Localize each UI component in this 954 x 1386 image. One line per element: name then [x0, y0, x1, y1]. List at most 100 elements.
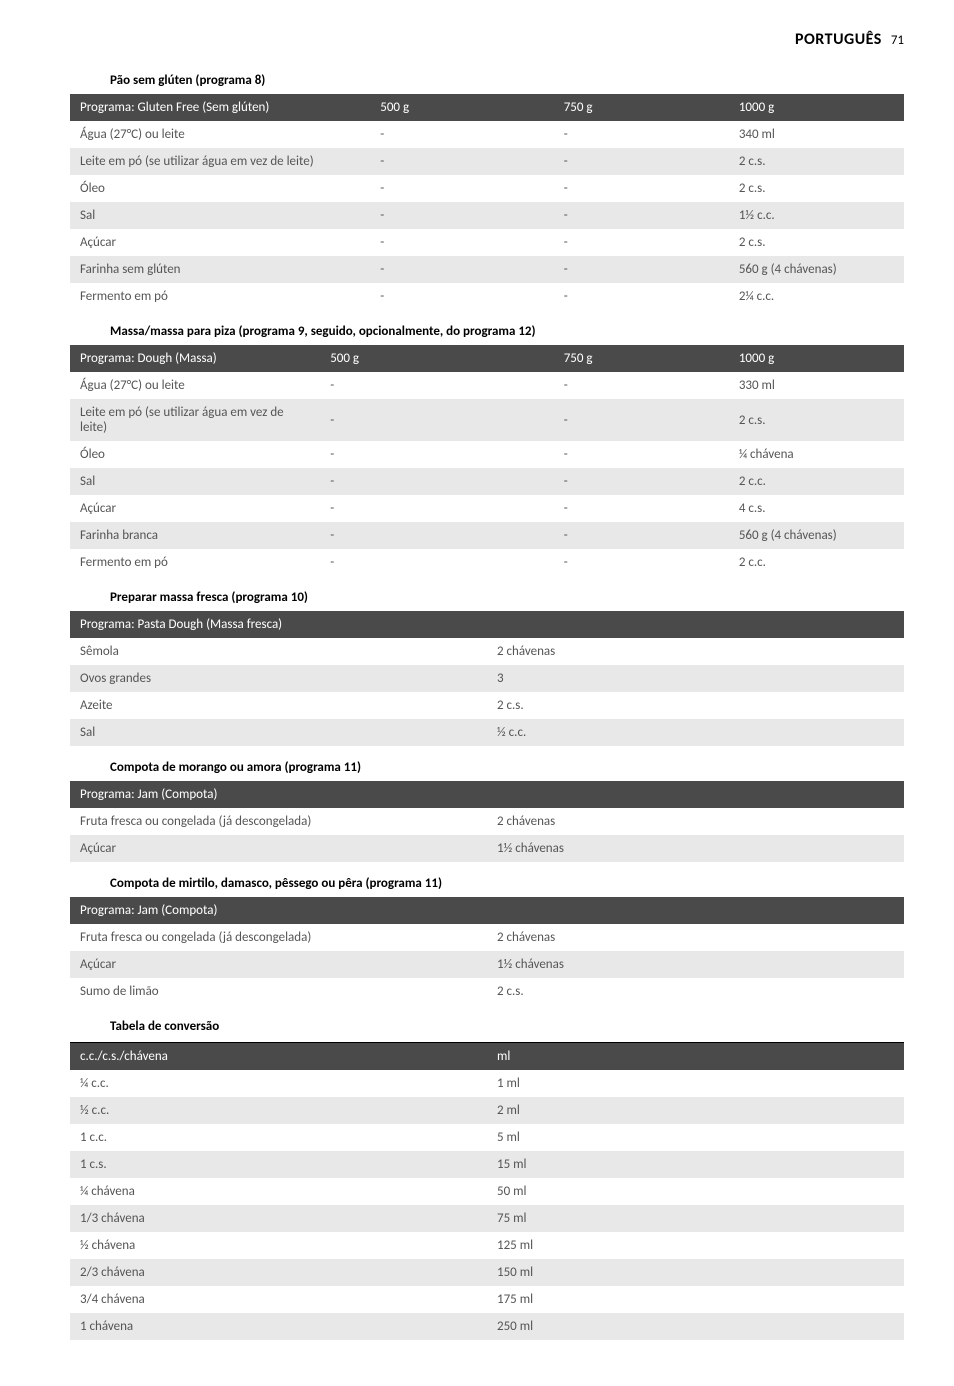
table-cell: 1/3 chávena: [70, 1205, 487, 1232]
data-table: c.c./c.s./chávenaml¼ c.c.1 ml½ c.c.2 ml1…: [70, 1043, 904, 1340]
table-row: Óleo--¼ chávena: [70, 441, 904, 468]
table-row: Leite em pó (se utilizar água em vez de …: [70, 148, 904, 175]
table-row: Fermento em pó--2 c.c.: [70, 549, 904, 576]
table-cell: -: [320, 549, 554, 576]
table-row: Sal--1½ c.c.: [70, 202, 904, 229]
table-header-cell: Programa: Jam (Compota): [70, 897, 487, 924]
table-header-cell: [487, 781, 904, 808]
table-cell: -: [554, 256, 729, 283]
table-cell: -: [554, 229, 729, 256]
table-cell: 2 c.s.: [487, 692, 904, 719]
table-cell: 2 c.s.: [729, 229, 904, 256]
table-cell: 1 c.s.: [70, 1151, 487, 1178]
table-cell: 2 chávenas: [487, 808, 904, 835]
data-table: Programa: Jam (Compota)Fruta fresca ou c…: [70, 781, 904, 862]
table-cell: Sêmola: [70, 638, 487, 665]
table-cell: 330 ml: [729, 372, 904, 399]
table-row: ½ chávena125 ml: [70, 1232, 904, 1259]
table-row: Açúcar1½ chávenas: [70, 835, 904, 862]
table-cell: -: [320, 399, 554, 441]
table-header-cell: [487, 611, 904, 638]
table-cell: Ovos grandes: [70, 665, 487, 692]
table-cell: ¼ chávena: [70, 1178, 487, 1205]
table-cell: -: [554, 468, 729, 495]
table-cell: Fermento em pó: [70, 283, 370, 310]
table-row: Azeite2 c.s.: [70, 692, 904, 719]
table-row: ¼ c.c.1 ml: [70, 1070, 904, 1097]
table-cell: 2¼ c.c.: [729, 283, 904, 310]
table-cell: 1 ml: [487, 1070, 904, 1097]
table-row: ½ c.c.2 ml: [70, 1097, 904, 1124]
table-cell: -: [554, 121, 729, 148]
table-row: Sal½ c.c.: [70, 719, 904, 746]
section-title: Tabela de conversão: [110, 1019, 904, 1034]
table-header-cell: Programa: Jam (Compota): [70, 781, 487, 808]
table-cell: 50 ml: [487, 1178, 904, 1205]
table-row: Sumo de limão2 c.s.: [70, 978, 904, 1005]
table-header-cell: Programa: Dough (Massa): [70, 345, 320, 372]
table-cell: 1½ chávenas: [487, 835, 904, 862]
table-row: Sêmola2 chávenas: [70, 638, 904, 665]
table-cell: 2 chávenas: [487, 924, 904, 951]
table-header-cell: ml: [487, 1043, 904, 1070]
table-cell: -: [370, 229, 553, 256]
table-cell: -: [554, 148, 729, 175]
table-header-cell: 1000 g: [729, 94, 904, 121]
table-cell: 560 g (4 chávenas): [729, 256, 904, 283]
table-row: 1 c.c.5 ml: [70, 1124, 904, 1151]
table-cell: -: [554, 202, 729, 229]
table-cell: Sal: [70, 719, 487, 746]
table-cell: Fermento em pó: [70, 549, 320, 576]
header-title: PORTUGUÊS: [795, 30, 882, 49]
table-cell: Água (27°C) ou leite: [70, 121, 370, 148]
table-row: Açúcar1½ chávenas: [70, 951, 904, 978]
table-cell: -: [554, 372, 729, 399]
table-cell: -: [554, 399, 729, 441]
section-title: Massa/massa para piza (programa 9, segui…: [110, 324, 904, 339]
table-cell: -: [320, 441, 554, 468]
table-cell: 3: [487, 665, 904, 692]
table-cell: 1½ chávenas: [487, 951, 904, 978]
table-cell: 1½ c.c.: [729, 202, 904, 229]
table-cell: 15 ml: [487, 1151, 904, 1178]
table-cell: -: [554, 549, 729, 576]
table-cell: ¼ c.c.: [70, 1070, 487, 1097]
table-row: 2/3 chávena150 ml: [70, 1259, 904, 1286]
table-cell: Fruta fresca ou congelada (já descongela…: [70, 808, 487, 835]
table-cell: Sal: [70, 202, 370, 229]
table-cell: 2 chávenas: [487, 638, 904, 665]
table-cell: 2 ml: [487, 1097, 904, 1124]
table-row: Açúcar--2 c.s.: [70, 229, 904, 256]
table-cell: Azeite: [70, 692, 487, 719]
page-header: PORTUGUÊS 71: [70, 30, 904, 49]
table-cell: ½ chávena: [70, 1232, 487, 1259]
table-cell: Açúcar: [70, 495, 320, 522]
table-cell: -: [320, 522, 554, 549]
table-row: 3/4 chávena175 ml: [70, 1286, 904, 1313]
table-cell: -: [370, 148, 553, 175]
table-cell: -: [370, 202, 553, 229]
table-cell: 2/3 chávena: [70, 1259, 487, 1286]
table-cell: -: [554, 441, 729, 468]
table-header-cell: c.c./c.s./chávena: [70, 1043, 487, 1070]
table-cell: Leite em pó (se utilizar água em vez de …: [70, 399, 320, 441]
table-cell: -: [554, 522, 729, 549]
table-row: ¼ chávena50 ml: [70, 1178, 904, 1205]
table-cell: 250 ml: [487, 1313, 904, 1340]
section-title: Compota de morango ou amora (programa 11…: [110, 760, 904, 775]
table-cell: 1 chávena: [70, 1313, 487, 1340]
table-cell: Farinha sem glúten: [70, 256, 370, 283]
data-table: Programa: Gluten Free (Sem glúten)500 g7…: [70, 94, 904, 310]
table-row: 1 c.s.15 ml: [70, 1151, 904, 1178]
table-cell: -: [554, 175, 729, 202]
table-row: Ovos grandes3: [70, 665, 904, 692]
table-cell: 2 c.c.: [729, 468, 904, 495]
table-cell: -: [370, 256, 553, 283]
table-cell: -: [554, 495, 729, 522]
table-row: 1/3 chávena75 ml: [70, 1205, 904, 1232]
table-cell: -: [554, 283, 729, 310]
page-number: 71: [891, 33, 904, 48]
table-row: Sal--2 c.c.: [70, 468, 904, 495]
table-row: Açúcar--4 c.s.: [70, 495, 904, 522]
table-header-cell: [487, 897, 904, 924]
